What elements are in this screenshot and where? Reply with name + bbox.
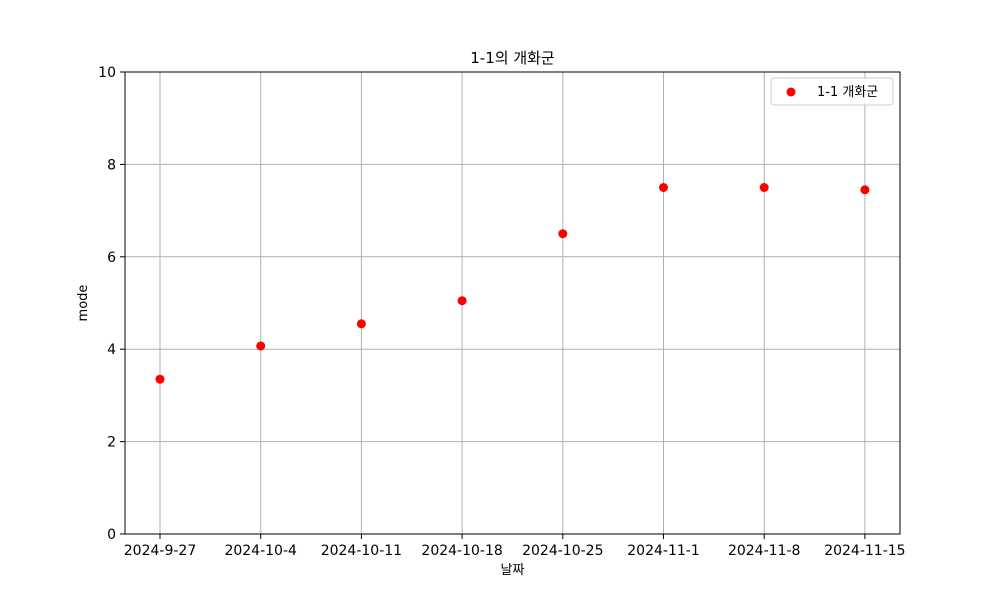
- x-tick-label: 2024-9-27: [124, 543, 196, 559]
- x-tick-label: 2024-11-1: [627, 543, 699, 559]
- data-point: [356, 319, 366, 329]
- legend-marker: [786, 87, 796, 97]
- data-point: [155, 374, 165, 384]
- data-point: [558, 229, 568, 239]
- y-tick-label: 0: [107, 527, 116, 543]
- data-point: [659, 183, 668, 192]
- y-tick-label: 4: [107, 342, 116, 358]
- x-tick-label: 2024-11-8: [728, 543, 800, 559]
- x-axis-label: 날짜: [501, 563, 525, 578]
- y-tick-label: 6: [107, 250, 116, 266]
- data-point: [457, 296, 467, 306]
- data-points: [155, 183, 870, 384]
- x-tick-label: 2024-10-4: [224, 543, 297, 559]
- axes-frame: [124, 71, 901, 535]
- x-tick-label: 2024-11-15: [824, 543, 905, 559]
- y-tick-label: 8: [107, 157, 116, 173]
- legend-label: 1-1 개화군: [817, 85, 878, 100]
- legend: 1-1 개화군: [770, 77, 894, 106]
- y-axis-label: mode: [76, 285, 91, 322]
- axis-ticks: 0 2 4 6 8 10 2024-9-27 2024-10-4 2024-10-11 2024-…: [98, 65, 905, 559]
- y-tick-label: 2: [107, 435, 116, 451]
- y-tick-label: 10: [98, 65, 116, 81]
- grid-lines: [125, 72, 900, 534]
- data-point: [256, 341, 266, 351]
- x-tick-label: 2024-10-18: [421, 543, 502, 559]
- data-point: [860, 185, 870, 195]
- x-tick-label: 2024-10-11: [321, 543, 402, 559]
- chart-title: 1-1의 개화군: [470, 49, 555, 67]
- data-point: [759, 183, 769, 192]
- x-tick-label: 2024-10-25: [522, 543, 603, 559]
- legend-box: [770, 77, 894, 106]
